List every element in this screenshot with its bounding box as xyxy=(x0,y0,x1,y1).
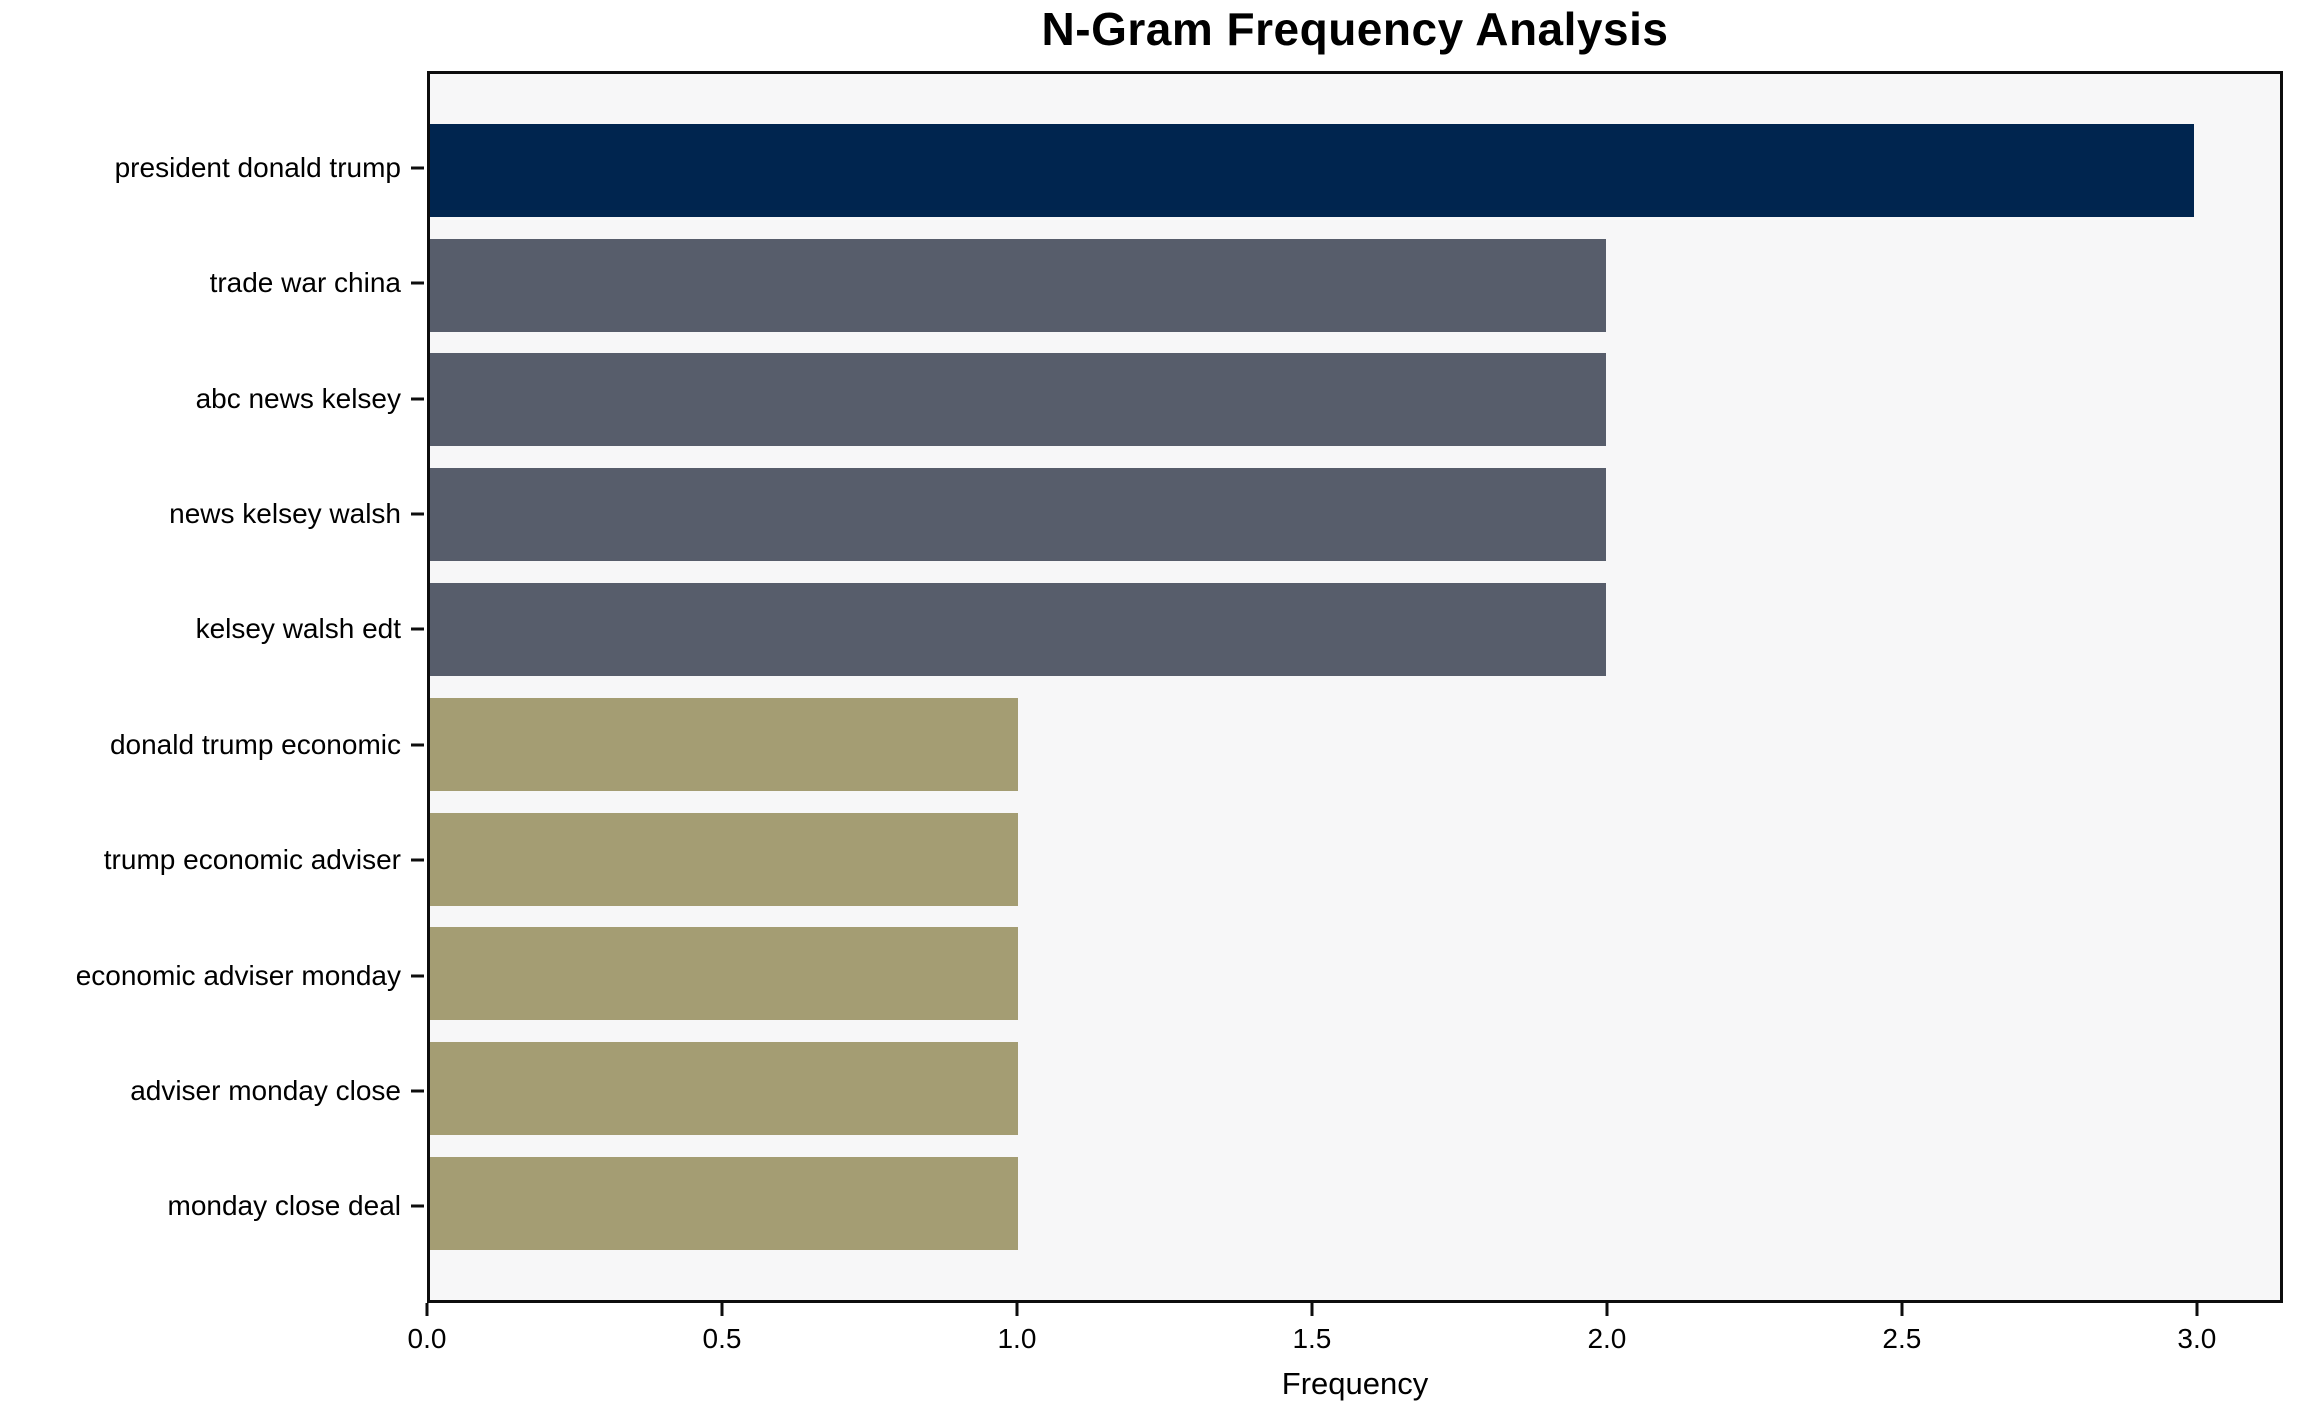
ylabel-row: abc news kelsey xyxy=(0,341,401,456)
ylabel-row: president donald trump xyxy=(0,110,401,225)
bars-container xyxy=(430,74,2280,1300)
ylabel-row: news kelsey walsh xyxy=(0,456,401,571)
bar-row xyxy=(430,687,2280,802)
y-axis-tick-label: news kelsey walsh xyxy=(169,497,401,529)
bar-trade-war-china xyxy=(430,238,1607,332)
y-axis-tick-label: donald trump economic xyxy=(109,728,401,760)
x-axis-tick-mark xyxy=(1310,1303,1314,1316)
y-axis-tick-mark xyxy=(411,858,424,862)
ylabel-row: monday close deal xyxy=(0,1149,401,1264)
y-axis-tick-mark xyxy=(411,166,424,170)
y-axis-tick-label: trump economic adviser xyxy=(103,844,401,876)
x-axis-tick-mark xyxy=(1015,1303,1019,1316)
y-axis-tick-mark xyxy=(411,397,424,400)
x-axis-tick-mark xyxy=(720,1303,724,1316)
ylabel-row: donald trump economic xyxy=(0,687,401,802)
bar-president-donald-trump xyxy=(430,123,2195,217)
bar-row xyxy=(430,572,2280,687)
x-axis-tick-mark xyxy=(2195,1303,2199,1316)
ylabel-row: trump economic adviser xyxy=(0,802,401,917)
ylabel-row: kelsey walsh edt xyxy=(0,572,401,687)
y-axis-tick-label: president donald trump xyxy=(114,151,401,183)
bar-row xyxy=(430,802,2280,917)
bar-trump-economic-adviser xyxy=(430,812,1019,906)
bar-row xyxy=(430,113,2280,228)
bar-row xyxy=(430,1146,2280,1261)
y-axis-tick-label: kelsey walsh edt xyxy=(195,613,401,645)
bar-row xyxy=(430,457,2280,572)
y-axis-tick-mark xyxy=(411,974,424,977)
y-axis-tick-mark xyxy=(411,1089,424,1093)
bar-row xyxy=(430,228,2280,343)
bar-adviser-monday-close xyxy=(430,1042,1019,1136)
ylabel-row: trade war china xyxy=(0,225,401,340)
x-axis-tick-label: 2.5 xyxy=(1882,1323,1922,1354)
bar-abc-news-kelsey xyxy=(430,353,1607,447)
x-axis-tick-mark xyxy=(1605,1303,1609,1316)
y-axis-tick-label: economic adviser monday xyxy=(75,959,401,991)
y-axis-tick-label: adviser monday close xyxy=(130,1074,401,1106)
bar-row xyxy=(430,1031,2280,1146)
x-axis-tick-label: 0.0 xyxy=(407,1323,447,1354)
bar-economic-adviser-monday xyxy=(430,927,1019,1021)
x-axis-title: Frequency xyxy=(1281,1366,1429,1401)
x-axis-tick-label: 1.0 xyxy=(997,1323,1037,1354)
bar-row xyxy=(430,343,2280,458)
y-axis-tick-mark xyxy=(411,512,424,516)
y-axis-tick-label: trade war china xyxy=(209,267,401,299)
plot-area xyxy=(427,71,2283,1303)
bar-donald-trump-economic xyxy=(430,697,1019,791)
x-axis-tick-label: 3.0 xyxy=(2177,1323,2217,1354)
y-axis-tick-label: abc news kelsey xyxy=(195,382,401,414)
bar-monday-close-deal xyxy=(430,1157,1019,1251)
y-axis-tick-mark xyxy=(411,627,424,631)
ylabel-row: adviser monday close xyxy=(0,1033,401,1148)
x-axis: 0.0 0.5 1.0 1.5 2.0 2.5 3.0 xyxy=(408,1303,2283,1373)
y-axis-tick-mark xyxy=(411,743,424,747)
x-axis-tick-label: 2.0 xyxy=(1587,1323,1627,1354)
y-axis-tick-mark xyxy=(411,281,424,285)
y-axis-tick-label: monday close deal xyxy=(167,1190,401,1222)
chart-title: N-Gram Frequency Analysis xyxy=(1041,3,1669,55)
bar-news-kelsey-walsh xyxy=(430,468,1607,562)
x-axis-tick-mark xyxy=(1900,1303,1904,1316)
y-axis-tick-mark xyxy=(411,1204,424,1208)
y-axis-labels: president donald trump trade war china abc… xyxy=(0,71,401,1303)
x-axis-tick-mark xyxy=(425,1303,429,1316)
bar-row xyxy=(430,917,2280,1032)
x-axis-tick-label: 1.5 xyxy=(1292,1323,1332,1354)
x-axis-tick-label: 0.5 xyxy=(702,1323,742,1354)
ylabel-row: economic adviser monday xyxy=(0,918,401,1033)
bar-kelsey-walsh-edt xyxy=(430,583,1607,677)
